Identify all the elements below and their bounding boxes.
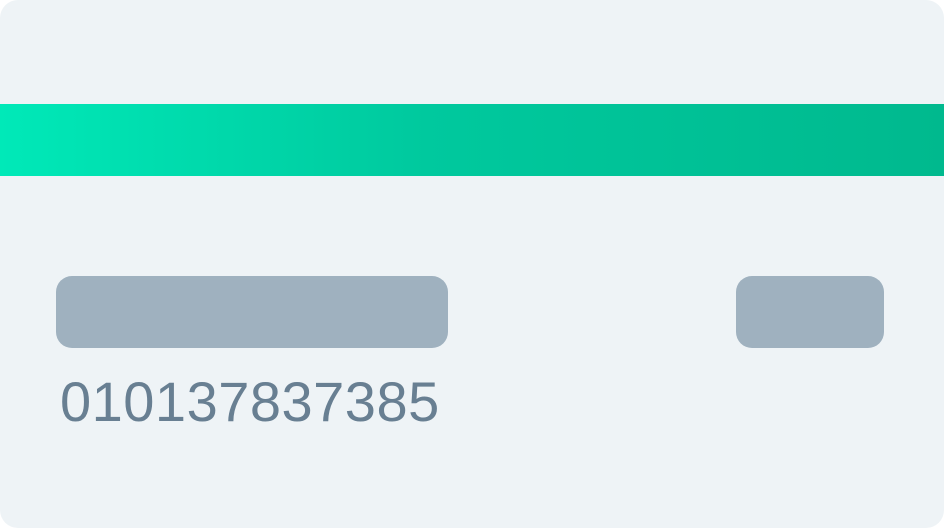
name-placeholder-field — [56, 276, 448, 348]
cvv-placeholder-field — [736, 276, 884, 348]
card-number: 010137837385 — [60, 370, 440, 433]
magnetic-stripe — [0, 104, 944, 176]
